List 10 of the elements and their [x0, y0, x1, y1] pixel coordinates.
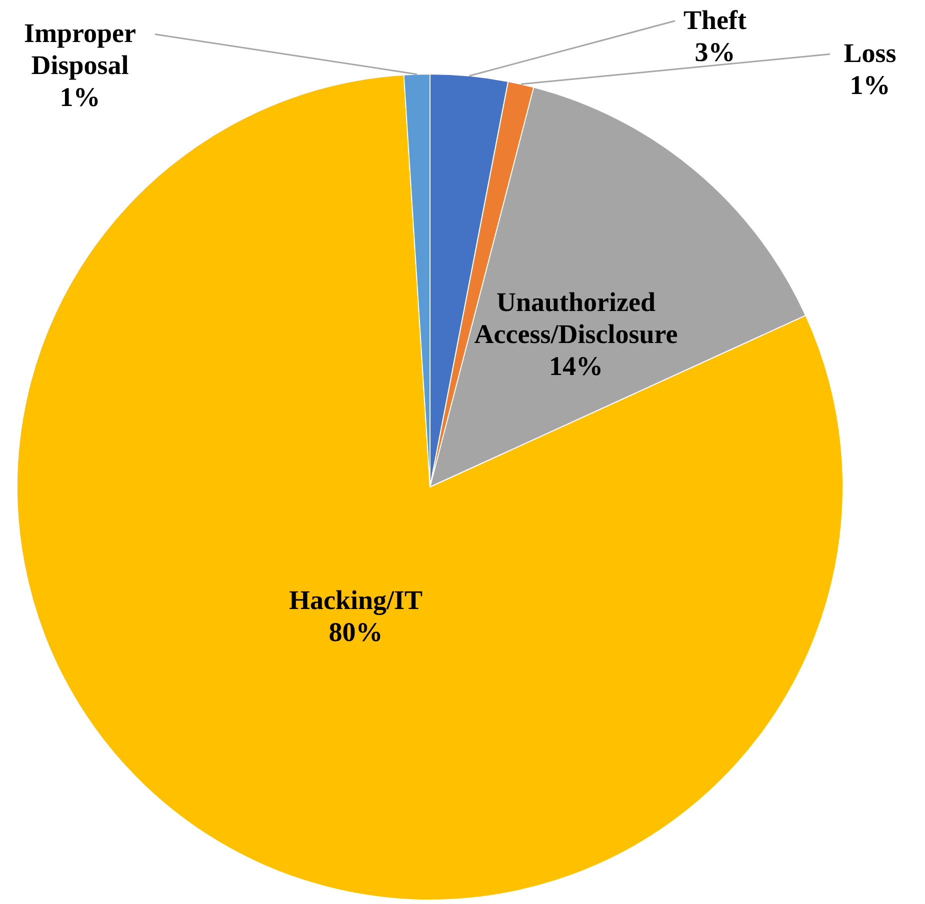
- slice-label: Theft: [684, 4, 746, 35]
- data-label: 3%: [694, 36, 736, 67]
- data-label: 80%: [328, 617, 383, 648]
- data-label: 1%: [850, 70, 890, 100]
- slice-label: Unauthorized Access/Disclosure: [474, 286, 678, 349]
- data-label: 1%: [60, 82, 100, 112]
- slice-label: Improper Disposal: [24, 18, 136, 80]
- data-label: 14%: [549, 350, 604, 381]
- slice-label: Hacking/IT: [288, 585, 423, 616]
- slice-label: Loss: [844, 38, 896, 68]
